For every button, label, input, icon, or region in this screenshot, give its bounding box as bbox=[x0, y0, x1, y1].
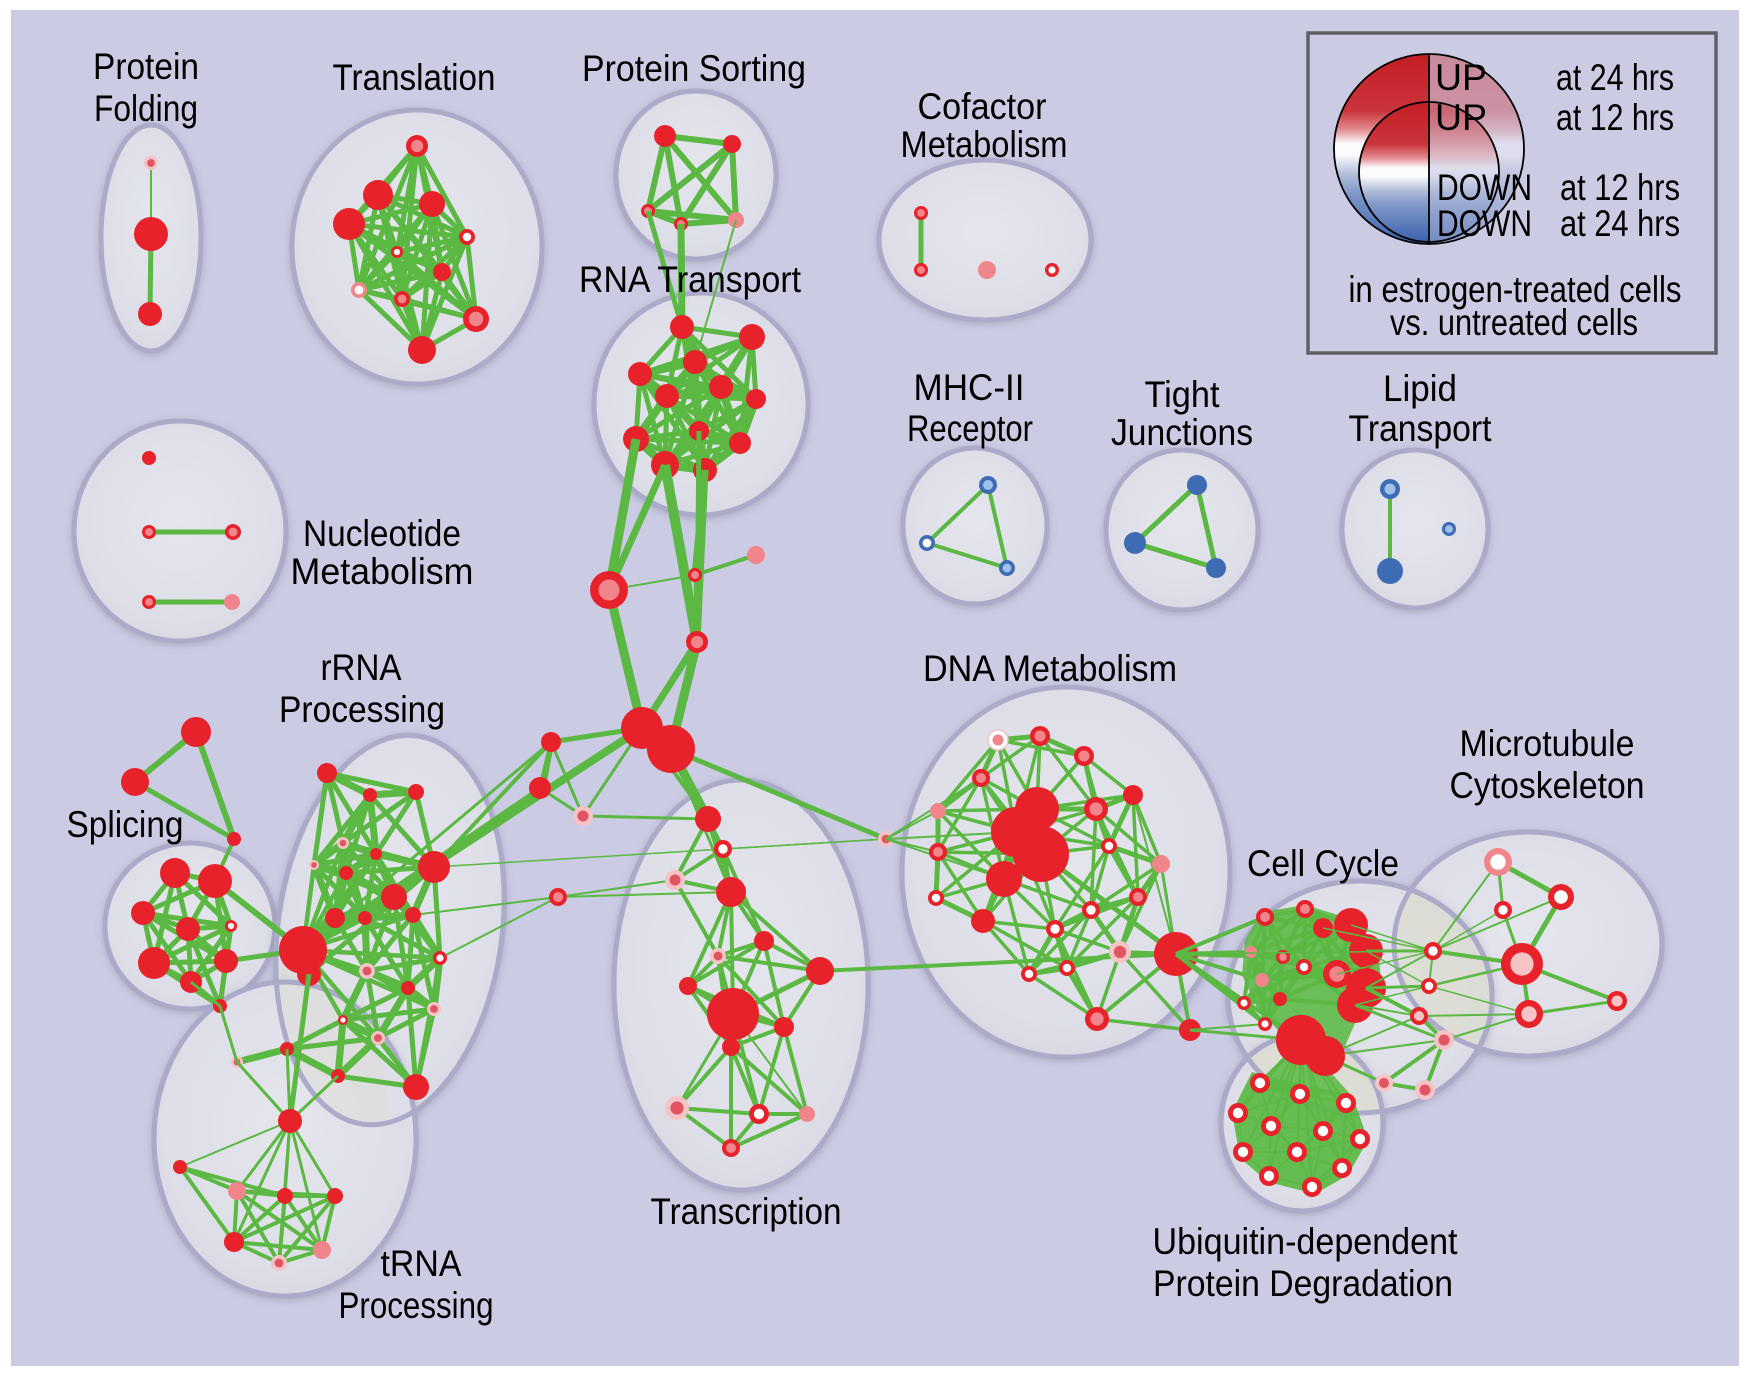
svg-text:Transport: Transport bbox=[1349, 408, 1493, 449]
svg-text:Processing: Processing bbox=[339, 1285, 494, 1326]
svg-text:Microtubule: Microtubule bbox=[1460, 723, 1635, 764]
svg-text:Cell Cycle: Cell Cycle bbox=[1247, 843, 1399, 884]
svg-text:rRNA: rRNA bbox=[321, 647, 402, 688]
svg-text:UP: UP bbox=[1435, 57, 1487, 98]
svg-text:Metabolism: Metabolism bbox=[901, 124, 1068, 165]
svg-text:Receptor: Receptor bbox=[907, 408, 1033, 449]
svg-text:in estrogen-treated cells: in estrogen-treated cells bbox=[1349, 269, 1682, 310]
svg-text:MHC-II: MHC-II bbox=[914, 367, 1025, 408]
svg-text:RNA Transport: RNA Transport bbox=[579, 259, 802, 300]
svg-text:at 24 hrs: at 24 hrs bbox=[1556, 57, 1674, 98]
svg-text:DOWN: DOWN bbox=[1437, 203, 1532, 244]
svg-text:Cofactor: Cofactor bbox=[918, 86, 1047, 127]
svg-text:at 12 hrs: at 12 hrs bbox=[1560, 167, 1680, 208]
svg-text:at 24 hrs: at 24 hrs bbox=[1560, 203, 1680, 244]
svg-text:Transcription: Transcription bbox=[651, 1191, 842, 1232]
svg-text:DOWN: DOWN bbox=[1437, 167, 1532, 208]
svg-text:Tight: Tight bbox=[1145, 374, 1221, 415]
svg-text:vs. untreated cells: vs. untreated cells bbox=[1390, 302, 1638, 343]
svg-text:Nucleotide: Nucleotide bbox=[303, 513, 461, 554]
svg-text:Translation: Translation bbox=[333, 57, 496, 98]
svg-text:Lipid: Lipid bbox=[1383, 368, 1457, 409]
svg-text:Cytoskeleton: Cytoskeleton bbox=[1450, 765, 1645, 806]
svg-text:Metabolism: Metabolism bbox=[291, 551, 474, 592]
svg-text:DNA Metabolism: DNA Metabolism bbox=[923, 648, 1177, 689]
svg-text:Protein: Protein bbox=[93, 46, 199, 87]
svg-text:Ubiquitin-dependent: Ubiquitin-dependent bbox=[1153, 1221, 1459, 1262]
svg-text:Folding: Folding bbox=[94, 88, 198, 129]
svg-text:Processing: Processing bbox=[279, 689, 445, 730]
svg-text:tRNA: tRNA bbox=[381, 1243, 462, 1284]
svg-text:UP: UP bbox=[1435, 97, 1487, 138]
svg-text:Protein Degradation: Protein Degradation bbox=[1153, 1263, 1453, 1304]
svg-text:at 12 hrs: at 12 hrs bbox=[1556, 97, 1674, 138]
svg-text:Protein Sorting: Protein Sorting bbox=[582, 48, 806, 89]
svg-text:Junctions: Junctions bbox=[1111, 412, 1253, 453]
svg-text:Splicing: Splicing bbox=[67, 804, 184, 845]
